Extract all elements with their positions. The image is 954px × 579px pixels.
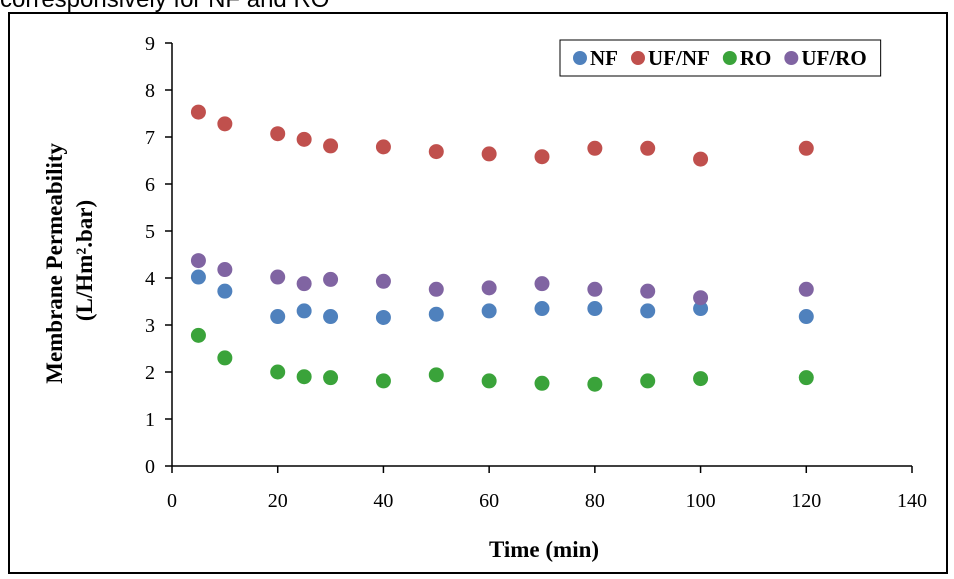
data-point <box>798 140 814 156</box>
data-point <box>190 327 206 343</box>
legend-marker <box>784 51 799 65</box>
legend-label: UF/NF <box>648 46 710 70</box>
series-uf-nf <box>190 104 814 167</box>
legend-marker <box>722 51 737 65</box>
legend-item: UF/RO <box>784 46 867 70</box>
data-point <box>323 138 339 154</box>
data-point <box>375 373 391 389</box>
data-point <box>323 271 339 287</box>
ticks: 0 1 2 3 4 5 6 7 8 9 0 20 40 60 80 100 120 140 <box>145 33 927 512</box>
data-point <box>693 290 709 306</box>
y-axis-title-line2: (L/Hm².bar) <box>72 200 97 321</box>
x-tick-label: 80 <box>585 490 605 512</box>
y-tick-label: 0 <box>145 456 155 478</box>
data-point <box>587 376 603 392</box>
data-point <box>798 370 814 386</box>
data-point <box>640 140 656 156</box>
y-axis-title: Membrane Permeability (L/Hm².bar) <box>42 137 97 384</box>
x-axis-title: Time (min) <box>489 537 599 562</box>
chart-frame: 0 1 2 3 4 5 6 7 8 9 0 20 40 60 80 100 120 140 Time (min) … <box>8 12 948 574</box>
data-point <box>296 276 312 292</box>
y-axis-title-line1: Membrane Permeability <box>42 142 67 383</box>
data-point <box>270 364 286 380</box>
data-point <box>640 283 656 299</box>
data-point <box>481 280 497 296</box>
y-tick-label: 6 <box>145 174 155 196</box>
data-point <box>693 371 709 387</box>
data-point <box>375 273 391 289</box>
legend-marker <box>631 51 645 65</box>
legend-box <box>559 39 882 77</box>
data-point <box>428 144 444 160</box>
legend-label: UF/RO <box>801 46 866 70</box>
data-point <box>481 303 497 319</box>
data-point <box>190 104 206 120</box>
data-point <box>481 373 497 389</box>
series-nf <box>190 269 814 325</box>
x-tick-label: 60 <box>479 490 499 512</box>
y-tick-label: 2 <box>145 362 155 384</box>
axes <box>171 43 912 467</box>
x-tick-label: 120 <box>791 490 821 512</box>
data-point <box>428 306 444 322</box>
data-point <box>534 149 550 165</box>
legend-label: NF <box>590 46 618 70</box>
legend-item: RO <box>722 46 772 70</box>
data-point <box>640 373 656 389</box>
data-point <box>693 151 709 167</box>
data-point <box>587 281 603 297</box>
data-point <box>296 369 312 385</box>
data-point <box>640 303 656 319</box>
x-tick-label: 20 <box>268 490 288 512</box>
data-point <box>693 301 709 317</box>
y-tick-label: 8 <box>145 80 155 102</box>
x-tick-label: 40 <box>373 490 393 512</box>
y-tick-label: 4 <box>145 268 155 290</box>
data-point <box>798 281 814 297</box>
data-point <box>798 309 814 325</box>
legend-marker <box>573 51 587 65</box>
data-point <box>323 309 339 325</box>
series-uf-ro <box>190 253 814 306</box>
data-point <box>323 370 339 386</box>
data-point <box>375 139 391 155</box>
y-tick-label: 1 <box>145 409 155 431</box>
x-tick-label: 100 <box>686 490 716 512</box>
legend-item: UF/NF <box>631 46 710 70</box>
y-tick-label: 3 <box>145 315 155 337</box>
legend-label: RO <box>740 46 772 70</box>
data-point <box>270 309 286 325</box>
data-point <box>296 303 312 319</box>
data-point <box>217 262 233 278</box>
data-point <box>296 131 312 147</box>
data-point <box>190 253 206 269</box>
data-point <box>587 301 603 317</box>
legend-item: NF <box>573 46 618 70</box>
data-point <box>217 283 233 299</box>
data-point <box>587 140 603 156</box>
data-point <box>217 350 233 366</box>
data-point <box>375 309 391 325</box>
x-tick-label: 140 <box>897 490 927 512</box>
data-point <box>534 375 550 391</box>
data-point <box>217 116 233 132</box>
data-point <box>270 269 286 285</box>
data-point <box>190 269 206 285</box>
legend: NF UF/NF RO UF/RO <box>559 39 882 77</box>
data-point <box>534 301 550 317</box>
data-point <box>534 276 550 292</box>
figure-caption: corresponsively for NF and RO <box>0 0 329 14</box>
y-tick-label: 9 <box>145 33 155 55</box>
series-ro <box>190 327 814 392</box>
x-tick-label: 0 <box>167 490 177 512</box>
y-tick-label: 5 <box>145 221 155 243</box>
data-point <box>428 281 444 297</box>
data-point <box>270 126 286 142</box>
data-points <box>190 104 814 392</box>
y-tick-label: 7 <box>145 127 155 149</box>
data-point <box>428 367 444 383</box>
data-point <box>481 146 497 162</box>
